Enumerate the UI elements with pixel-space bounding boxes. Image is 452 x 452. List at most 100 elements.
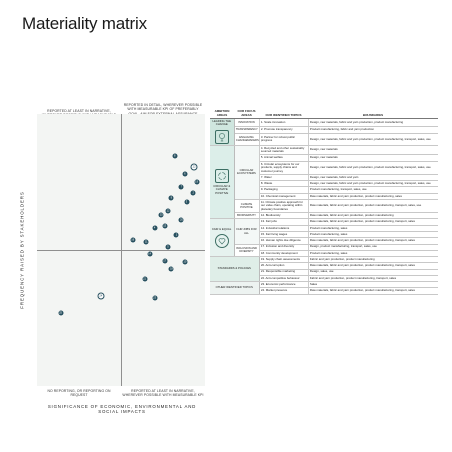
header-boundaries: Boundaries <box>308 109 438 120</box>
topic-cell: 1. Scale innovation <box>259 118 309 127</box>
boundary-cell: Raw materials, fabric and yarn productio… <box>308 287 438 295</box>
topic-cell: 4. Recycled and other sustainably source… <box>259 145 309 156</box>
boundary-cell: Product manufacturing, transport, sales,… <box>308 186 438 194</box>
matrix-point-1: 1 <box>173 232 179 238</box>
boundary-cell: Design, raw materials, fabric and yarn <box>308 174 438 182</box>
topic-cell: 20. Anti-corruption <box>259 262 309 270</box>
table-row: Leading the change Innovation 1. Scale i… <box>210 118 438 146</box>
table-row: 10. Chemical management Raw materials, f… <box>210 193 438 200</box>
recycle-icon <box>214 169 229 184</box>
boundary-cell: Design, raw materials, fabric and yarn p… <box>308 118 438 127</box>
boundary-cell: Fabric and yarn production, product manu… <box>308 256 438 264</box>
table-row: 20. Anti-corruption Raw materials, fabri… <box>210 262 438 270</box>
topic-cell: 23. Economic performance <box>259 281 309 289</box>
y-axis-label-text: Frequency raised by stakeholders <box>19 191 25 309</box>
matrix-point-2: 2 <box>190 190 196 196</box>
boundary-cell: Product manufacturing, sales <box>308 231 438 239</box>
boundary-cell: Design, raw materials <box>308 145 438 156</box>
table-row: Fair & equal Fair jobs for all 13. Fair … <box>210 218 438 258</box>
area-fair-equal: Fair & equal <box>210 218 235 258</box>
matrix-point-6: 6 <box>182 171 188 177</box>
boundary-cell: Raw materials, fabric and yarn productio… <box>308 262 438 270</box>
topic-cell: 12. Biodiversity <box>259 212 309 220</box>
table-row: Inclusion and diversity 17. Inclusion an… <box>210 244 438 258</box>
focus-engaging-changemakers: Engaging changemakers <box>234 133 260 146</box>
boundary-cell: Design, raw materials, fabric and yarn p… <box>308 161 438 175</box>
matrix-point-17: 17 <box>162 258 168 264</box>
matrix-point-4: 4 <box>152 225 158 231</box>
matrix-point-21: 21 <box>142 276 148 282</box>
fair-equal-icon <box>214 233 229 248</box>
topic-cell: 8. Waste <box>259 180 309 188</box>
matrix-point-8: 8 <box>172 153 178 159</box>
topic-cell: 10. Chemical management <box>259 193 309 200</box>
boundary-cell: Product manufacturing, fabric and yarn p… <box>308 126 438 135</box>
table-row: Standards & policies 19. Supply chain as… <box>210 256 438 283</box>
table-row: 5. Animal welfare Design, raw materials <box>210 154 438 162</box>
focus-circular-ecosystems: Circular ecosystems <box>234 145 260 200</box>
matrix-point-7: 7 <box>178 184 184 190</box>
header-ambition: Ambition areas <box>210 109 234 120</box>
topic-cell: 15. Fair living wages <box>259 231 309 239</box>
topic-cell: 14. Industrial relations <box>259 225 309 233</box>
table-row: 14. Industrial relations Product manufac… <box>210 225 438 233</box>
focus-fair-jobs: Fair jobs for all <box>234 218 260 245</box>
focus-inclusion-diversity: Inclusion and diversity <box>234 244 260 258</box>
matrix-point-18: 18 <box>168 266 174 272</box>
boundary-cell: Fabric and yarn production, product manu… <box>308 275 438 283</box>
matrix-point-25: 25 <box>58 310 64 316</box>
topic-cell: 13. Fair jobs <box>259 218 309 226</box>
area-label: Leading the change <box>212 119 232 127</box>
boundary-cell: Product manufacturing, sales <box>308 225 438 233</box>
materiality-matrix: 8 22 6 19 7 2 9 3 12 15 20 13 4 1 16 11 5 14 17 10 18 21 24 23 2… <box>37 114 205 386</box>
matrix-point-20: 20 <box>178 217 184 223</box>
topic-cell: 2. Promote transparency <box>259 126 309 135</box>
table-row: 22. Anti-competitive behaviour Fabric an… <box>210 275 438 283</box>
table-row: Other identified topics 23. Economic per… <box>210 281 438 295</box>
matrix-point-24: 24 <box>97 292 105 300</box>
area-standards-policies: Standards & policies <box>210 256 260 283</box>
table-row: Climate positive 11. Climate positive ap… <box>210 199 438 214</box>
area-leading-the-change: Leading the change <box>210 118 235 146</box>
quadrant-label-bottom-left: No reporting, or reporting on request <box>47 389 111 398</box>
boundary-cell: Raw materials, fabric and yarn productio… <box>308 218 438 226</box>
boundary-cell: Product manufacturing, sales <box>308 250 438 258</box>
focus-transparency: Transparency <box>234 126 260 135</box>
matrix-point-12: 12 <box>165 208 171 214</box>
table-row: 9. Packaging Product manufacturing, tran… <box>210 186 438 194</box>
leading-change-icon <box>214 129 229 144</box>
header-focus: Our focus areas <box>234 109 259 120</box>
topics-table: Ambition areas Our focus areas Our ident… <box>210 109 438 295</box>
focus-climate-positive: Climate positive <box>234 199 260 214</box>
topic-cell: 3. Partner for robust public progress <box>259 133 309 146</box>
boundary-cell: Design, raw materials, fabric and yarn p… <box>308 180 438 188</box>
page-title: Materiality matrix <box>22 14 147 33</box>
matrix-point-23: 23 <box>152 295 158 301</box>
table-row: 6. Circular ecosystems for our products,… <box>210 161 438 175</box>
topic-cell: 11. Climate positive approach for our va… <box>259 199 309 214</box>
table-header-row: Ambition areas Our focus areas Our ident… <box>210 109 438 120</box>
topic-cell: 19. Supply chain assessments <box>259 256 309 264</box>
matrix-point-15: 15 <box>158 212 164 218</box>
area-other-topics: Other identified topics <box>210 281 260 295</box>
matrix-point-10: 10 <box>182 259 188 265</box>
table-row: Engaging changemakers 3. Partner for rob… <box>210 133 438 146</box>
matrix-point-11: 11 <box>143 239 149 245</box>
topic-cell: 18. Community development <box>259 250 309 258</box>
boundary-cell: Sales <box>308 281 438 289</box>
topic-cell: 5. Animal welfare <box>259 154 309 162</box>
matrix-point-5: 5 <box>165 244 171 250</box>
table-row: 18. Community development Product manufa… <box>210 250 438 258</box>
boundary-cell: Design, product manufacturing, transport… <box>308 244 438 251</box>
area-label: Fair & equal <box>212 226 232 231</box>
matrix-point-22: 22 <box>190 163 198 171</box>
area-circular-climate-positive: Circular & climate positive <box>210 145 235 220</box>
y-axis-label: Frequency raised by stakeholders <box>20 191 25 308</box>
table-row: 15. Fair living wages Product manufactur… <box>210 231 438 239</box>
boundary-cell: Design, raw materials, fabric and yarn p… <box>308 133 438 146</box>
matrix-horizontal-divider <box>37 250 205 251</box>
matrix-point-9: 9 <box>168 195 174 201</box>
matrix-point-13: 13 <box>162 223 168 229</box>
topic-cell: 22. Anti-competitive behaviour <box>259 275 309 283</box>
table-row: 16. Human rights due diligence Raw mater… <box>210 237 438 245</box>
